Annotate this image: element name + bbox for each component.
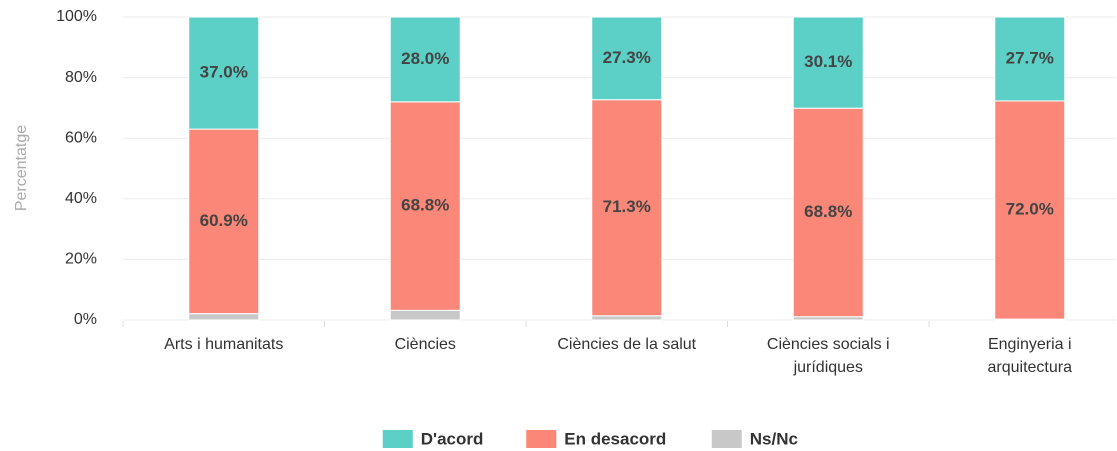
data-label: 37.0% — [200, 63, 248, 82]
data-label: 71.3% — [603, 197, 651, 216]
bar-segment — [591, 99, 663, 317]
data-label: 68.8% — [401, 196, 449, 215]
legend-label: Ns/Nc — [750, 429, 798, 448]
bar-segment — [591, 315, 663, 321]
legend-swatch — [382, 430, 413, 448]
legend-swatch — [711, 430, 742, 448]
bar-segment — [389, 16, 461, 103]
legend-swatch — [526, 430, 557, 448]
y-tick-label: 40% — [65, 190, 97, 207]
legend-label: D'acord — [421, 429, 484, 448]
x-tick-label: Ciències — [394, 336, 456, 353]
data-label: 27.7% — [1006, 48, 1054, 67]
bar-segment — [792, 16, 864, 109]
bar-segment — [591, 16, 663, 101]
x-tick-label: Ciències de la salut — [557, 336, 697, 353]
data-label: 30.1% — [804, 52, 852, 71]
bar-segment — [389, 101, 461, 311]
bar-segment — [389, 309, 461, 321]
data-label: 72.0% — [1006, 199, 1054, 218]
y-tick-label: 20% — [65, 251, 97, 268]
bar-segment — [188, 313, 260, 321]
y-tick-label: 80% — [65, 69, 97, 86]
data-label: 60.9% — [200, 211, 248, 230]
y-tick-label: 100% — [56, 8, 97, 25]
data-label: 68.8% — [804, 202, 852, 221]
bar-segment — [188, 16, 260, 130]
x-tick-label: Ciències socials i jurídiques — [766, 336, 890, 376]
bar-segment — [994, 100, 1066, 320]
x-tick-label: Arts i humanitats — [164, 336, 284, 353]
legend-label: En desacord — [564, 429, 666, 448]
y-tick-label: 60% — [65, 129, 97, 146]
y-axis-label: Percentatge — [13, 125, 30, 211]
data-label: 28.0% — [401, 49, 449, 68]
data-label: 27.3% — [603, 48, 651, 67]
bar-segment — [792, 107, 864, 318]
y-tick-label: 0% — [74, 311, 97, 328]
bar-segment — [994, 16, 1066, 102]
bar-segment — [188, 128, 260, 315]
x-tick-label: Enginyeria i arquitectura — [987, 336, 1073, 376]
